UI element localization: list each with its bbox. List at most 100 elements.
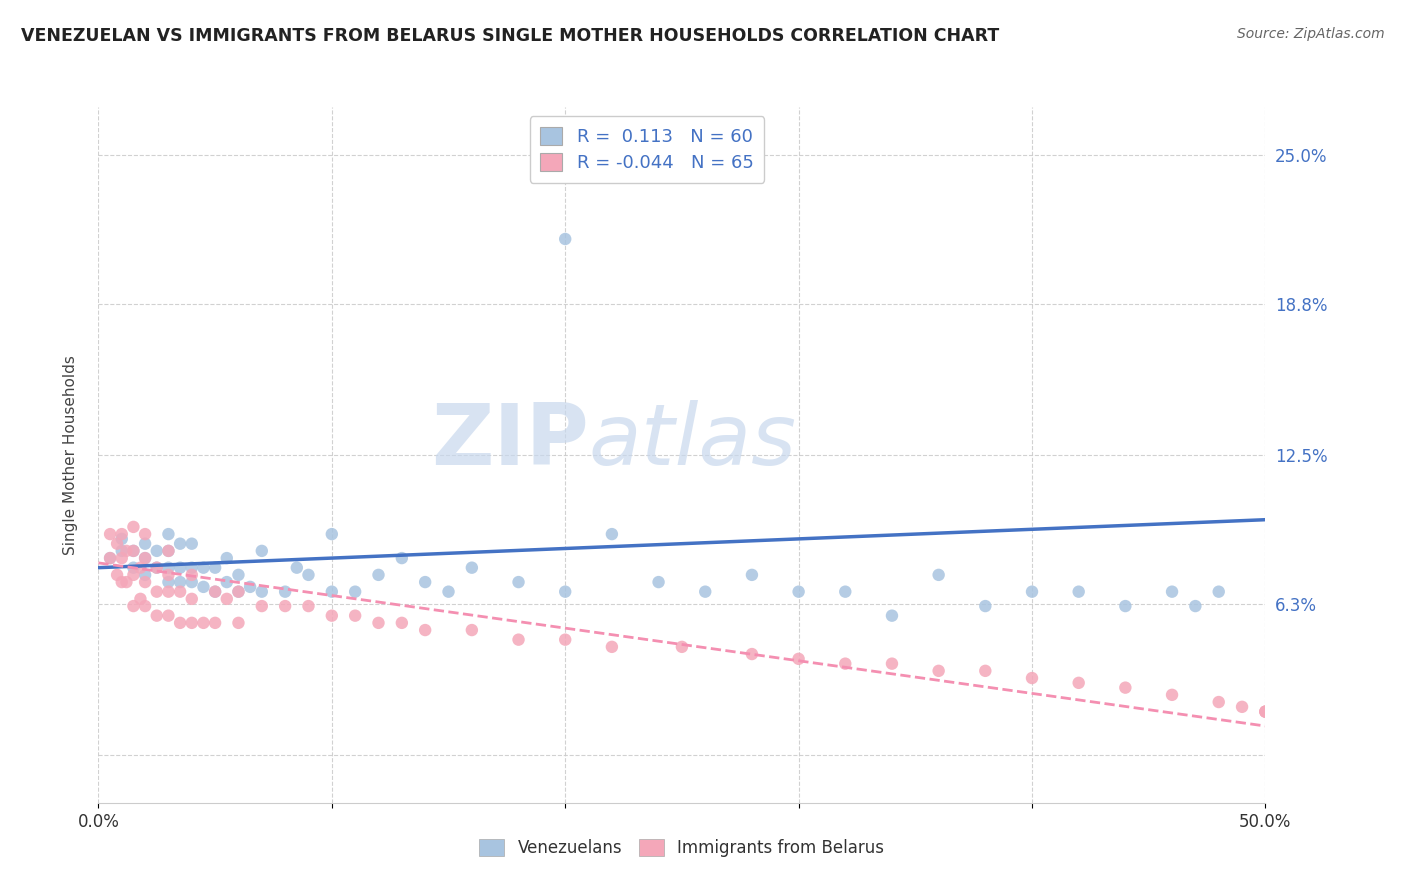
Point <box>134 567 156 582</box>
Point <box>122 544 145 558</box>
Point <box>157 560 180 574</box>
Point <box>250 544 273 558</box>
Point <box>1114 599 1136 613</box>
Point <box>250 599 273 613</box>
Point <box>180 615 202 630</box>
Point <box>169 537 191 551</box>
Point <box>250 584 273 599</box>
Point <box>180 575 202 590</box>
Point <box>437 584 460 599</box>
Point <box>98 551 121 566</box>
Point <box>600 527 623 541</box>
Point <box>1208 695 1230 709</box>
Point <box>1184 599 1206 613</box>
Point <box>180 560 202 574</box>
Point <box>344 608 367 623</box>
Point <box>134 537 156 551</box>
Point <box>204 584 226 599</box>
Point <box>391 615 413 630</box>
Point <box>169 615 191 630</box>
Point <box>134 527 156 541</box>
Text: ZIP: ZIP <box>430 400 589 483</box>
Y-axis label: Single Mother Households: Single Mother Households <box>63 355 77 555</box>
Point <box>115 544 138 558</box>
Point <box>134 599 156 613</box>
Point <box>180 567 202 582</box>
Point <box>134 575 156 590</box>
Point <box>239 580 262 594</box>
Point <box>157 567 180 582</box>
Point <box>508 632 530 647</box>
Point <box>111 544 134 558</box>
Point <box>204 560 226 574</box>
Point <box>461 560 484 574</box>
Point <box>105 537 128 551</box>
Point <box>787 652 810 666</box>
Point <box>274 584 297 599</box>
Point <box>1021 584 1043 599</box>
Point <box>1114 681 1136 695</box>
Point <box>111 575 134 590</box>
Point <box>834 657 856 671</box>
Point <box>146 608 169 623</box>
Point <box>228 584 250 599</box>
Point <box>285 560 308 574</box>
Point <box>554 232 576 246</box>
Point <box>193 560 215 574</box>
Point <box>413 575 436 590</box>
Point <box>321 584 343 599</box>
Point <box>111 527 134 541</box>
Point <box>122 544 145 558</box>
Point <box>111 551 134 566</box>
Point <box>321 527 343 541</box>
Point <box>180 591 202 606</box>
Point <box>1021 671 1043 685</box>
Point <box>105 567 128 582</box>
Point <box>122 567 145 582</box>
Point <box>157 584 180 599</box>
Point <box>367 615 389 630</box>
Point <box>146 560 169 574</box>
Point <box>1254 705 1277 719</box>
Point <box>880 657 903 671</box>
Point <box>134 551 156 566</box>
Point <box>111 532 134 546</box>
Point <box>146 544 169 558</box>
Point <box>274 599 297 613</box>
Point <box>122 599 145 613</box>
Point <box>600 640 623 654</box>
Point <box>974 664 997 678</box>
Point <box>554 632 576 647</box>
Point <box>169 575 191 590</box>
Point <box>297 599 319 613</box>
Point <box>129 560 152 574</box>
Point <box>695 584 717 599</box>
Point <box>204 584 226 599</box>
Point <box>1067 676 1090 690</box>
Text: VENEZUELAN VS IMMIGRANTS FROM BELARUS SINGLE MOTHER HOUSEHOLDS CORRELATION CHART: VENEZUELAN VS IMMIGRANTS FROM BELARUS SI… <box>21 27 1000 45</box>
Point <box>928 664 950 678</box>
Legend: Venezuelans, Immigrants from Belarus: Venezuelans, Immigrants from Belarus <box>472 832 891 864</box>
Point <box>321 608 343 623</box>
Point <box>1254 705 1277 719</box>
Point <box>647 575 669 590</box>
Point <box>228 567 250 582</box>
Point <box>169 584 191 599</box>
Point <box>215 575 238 590</box>
Point <box>115 575 138 590</box>
Point <box>228 584 250 599</box>
Point <box>146 560 169 574</box>
Point <box>741 647 763 661</box>
Point <box>169 560 191 574</box>
Point <box>122 560 145 574</box>
Point <box>1067 584 1090 599</box>
Point <box>228 615 250 630</box>
Point <box>741 567 763 582</box>
Point <box>204 615 226 630</box>
Point <box>367 567 389 582</box>
Point <box>554 584 576 599</box>
Text: Source: ZipAtlas.com: Source: ZipAtlas.com <box>1237 27 1385 41</box>
Point <box>461 623 484 637</box>
Point <box>157 608 180 623</box>
Point <box>671 640 693 654</box>
